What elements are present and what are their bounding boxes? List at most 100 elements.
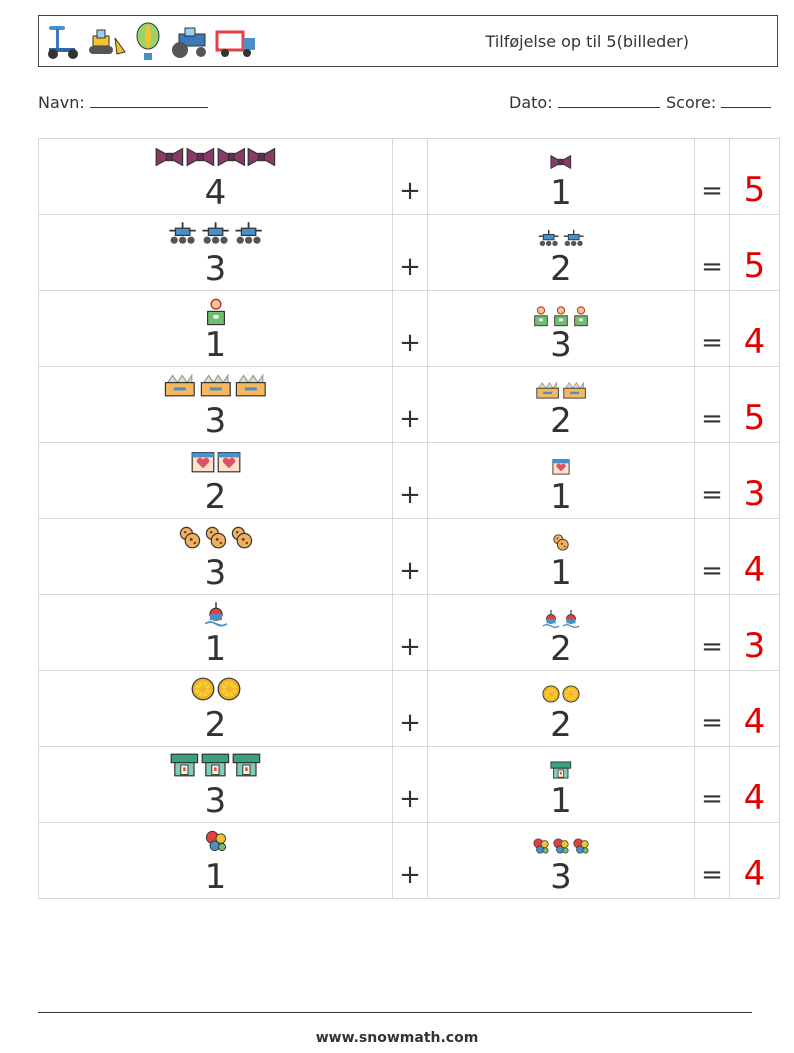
addend-a-cell: 2 xyxy=(38,670,393,747)
worksheet-title: Tilføjelse op til 5(billeder) xyxy=(485,32,689,51)
plus-cell: + xyxy=(392,518,428,595)
answer-cell[interactable]: 4 xyxy=(729,518,780,595)
addend-a-number: 1 xyxy=(204,629,227,669)
cookie-icon xyxy=(178,525,202,549)
equals-sign: = xyxy=(701,632,723,662)
person-icon xyxy=(572,305,590,327)
plus-cell: + xyxy=(392,670,428,747)
plus-cell: + xyxy=(392,138,428,215)
addend-b-cell: 1 xyxy=(427,518,695,595)
addend-a-pictures xyxy=(39,373,392,397)
answer-cell[interactable]: 5 xyxy=(729,138,780,215)
date-field[interactable]: Dato: xyxy=(509,93,660,112)
equals-cell: = xyxy=(694,594,730,671)
plus-cell: + xyxy=(392,594,428,671)
equals-cell: = xyxy=(694,518,730,595)
score-field[interactable]: Score: xyxy=(666,93,772,112)
addend-b-cell: 1 xyxy=(427,138,695,215)
plus-cell: + xyxy=(392,366,428,443)
addend-a-pictures xyxy=(39,449,392,473)
calendar-heart-icon xyxy=(552,457,570,475)
plus-sign: + xyxy=(399,708,421,738)
answer-cell[interactable]: 4 xyxy=(729,290,780,367)
answer-value: 4 xyxy=(743,322,766,362)
rover-icon xyxy=(233,221,264,245)
addend-b-pictures xyxy=(428,761,694,779)
hot-air-balloon-icon xyxy=(136,22,160,60)
addend-b-number: 1 xyxy=(550,781,572,821)
problem-row: 4 + 1 = 5 xyxy=(38,138,780,215)
addend-a-number: 3 xyxy=(204,781,227,821)
person-icon xyxy=(204,297,228,326)
answer-cell[interactable]: 3 xyxy=(729,594,780,671)
person-icon xyxy=(552,305,570,327)
addend-a-number: 1 xyxy=(204,857,227,897)
addend-b-number: 1 xyxy=(550,553,572,593)
problem-row: 3 + 2 = 5 xyxy=(38,214,780,291)
rover-icon xyxy=(167,221,198,245)
answer-cell[interactable]: 4 xyxy=(729,822,780,899)
answer-cell[interactable]: 5 xyxy=(729,214,780,291)
answer-value: 4 xyxy=(743,550,766,590)
addend-a-pictures xyxy=(39,145,392,169)
score-label: Score: xyxy=(666,93,717,112)
addend-b-cell: 2 xyxy=(427,366,695,443)
answer-cell[interactable]: 3 xyxy=(729,442,780,519)
problem-row: 1 + 2 = 3 xyxy=(38,594,780,671)
addend-a-pictures xyxy=(39,525,392,549)
addend-b-number: 1 xyxy=(550,173,572,213)
addend-a-pictures xyxy=(39,829,392,853)
addend-b-number: 2 xyxy=(550,401,572,441)
buoy-icon xyxy=(542,609,560,631)
atm-icon xyxy=(170,753,199,777)
addend-a-pictures xyxy=(39,753,392,777)
problem-row: 2 + 2 = 4 xyxy=(38,670,780,747)
addend-a-number: 1 xyxy=(204,325,227,365)
plus-sign: + xyxy=(399,404,421,434)
addend-b-cell: 1 xyxy=(427,442,695,519)
addend-a-cell: 1 xyxy=(38,290,393,367)
answer-cell[interactable]: 5 xyxy=(729,366,780,443)
score-line xyxy=(721,93,772,108)
buoy-icon xyxy=(562,609,580,631)
answer-cell[interactable]: 4 xyxy=(729,670,780,747)
box-icon xyxy=(562,381,587,399)
addend-b-number: 3 xyxy=(550,325,572,365)
plus-sign: + xyxy=(399,252,421,282)
addend-b-number: 2 xyxy=(550,629,572,669)
plus-sign: + xyxy=(399,784,421,814)
orange-slice-icon xyxy=(562,685,580,703)
addend-b-pictures xyxy=(428,457,694,475)
bowtie-icon xyxy=(247,145,276,169)
equals-sign: = xyxy=(701,328,723,358)
answer-cell[interactable]: 4 xyxy=(729,746,780,823)
addend-a-pictures xyxy=(39,297,392,326)
rover-icon xyxy=(200,221,231,245)
plus-sign: + xyxy=(399,328,421,358)
cookie-icon xyxy=(230,525,254,549)
addend-b-pictures xyxy=(428,153,694,171)
answer-value: 4 xyxy=(743,702,766,742)
bowtie-icon xyxy=(217,145,246,169)
name-field[interactable]: Navn: xyxy=(38,93,208,112)
problem-row: 3 + 1 = 4 xyxy=(38,518,780,595)
addend-b-cell: 3 xyxy=(427,290,695,367)
equals-sign: = xyxy=(701,176,723,206)
addend-b-pictures xyxy=(428,381,694,399)
addend-a-number: 3 xyxy=(204,249,227,289)
addend-a-cell: 3 xyxy=(38,746,393,823)
rover-icon xyxy=(562,229,585,247)
bowtie-icon xyxy=(186,145,215,169)
equals-sign: = xyxy=(701,860,723,890)
equals-sign: = xyxy=(701,404,723,434)
person-icon xyxy=(532,305,550,327)
addend-b-pictures xyxy=(428,609,694,631)
problem-row: 3 + 1 = 4 xyxy=(38,746,780,823)
addend-a-cell: 3 xyxy=(38,518,393,595)
plus-cell: + xyxy=(392,214,428,291)
answer-value: 4 xyxy=(743,854,766,894)
addend-b-cell: 3 xyxy=(427,822,695,899)
date-label: Dato: xyxy=(509,93,553,112)
addend-b-cell: 2 xyxy=(427,594,695,671)
orange-slice-icon xyxy=(217,677,241,701)
